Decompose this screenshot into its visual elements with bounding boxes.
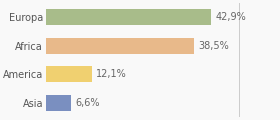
Text: 42,9%: 42,9%	[215, 12, 246, 22]
Text: 38,5%: 38,5%	[198, 41, 229, 51]
Bar	[46, 95, 71, 111]
Bar	[46, 66, 92, 82]
Text: 6,6%: 6,6%	[75, 98, 100, 108]
Text: 12,1%: 12,1%	[96, 69, 127, 79]
Bar	[46, 38, 194, 54]
Bar	[46, 9, 211, 25]
